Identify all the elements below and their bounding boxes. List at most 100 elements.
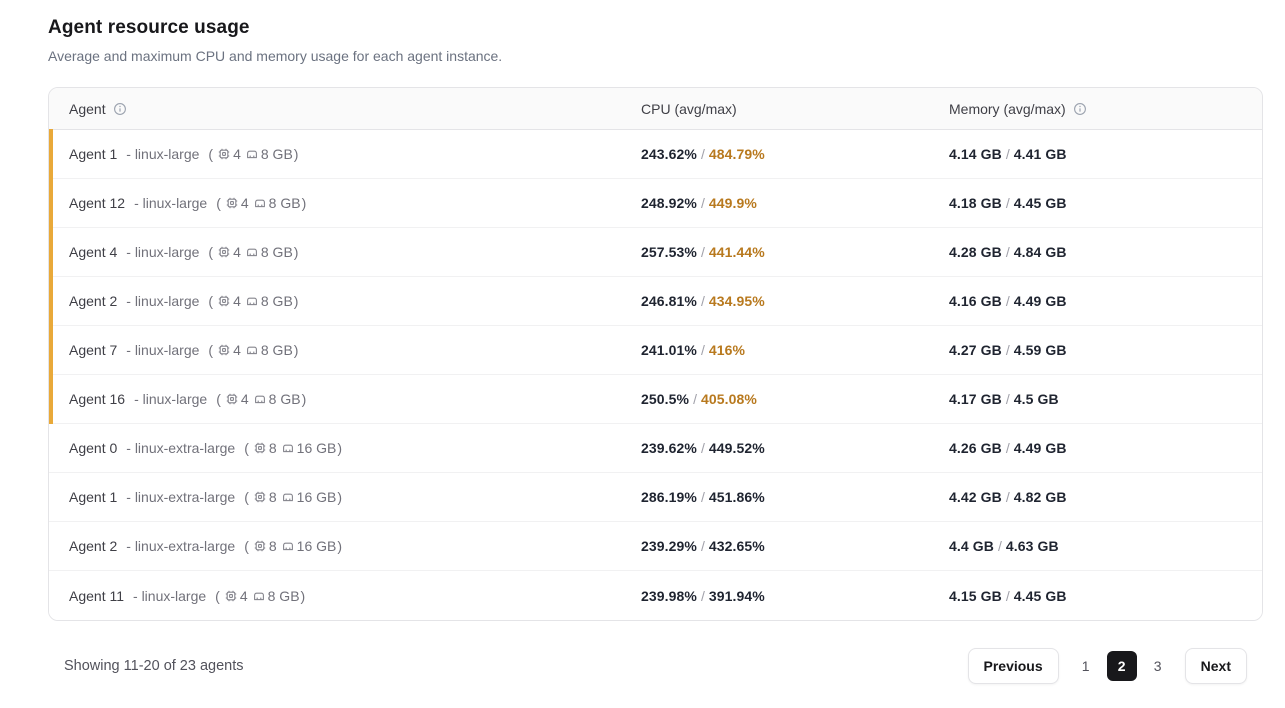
ram-size: 8 GB	[268, 391, 301, 407]
agent-size: - linux-large	[126, 244, 200, 260]
memory-stick-icon	[242, 147, 260, 161]
agent-name: Agent 4	[69, 244, 118, 260]
cpu-chip-icon	[221, 589, 239, 603]
agent-size: - linux-large	[126, 342, 200, 358]
agent-name: Agent 2	[69, 293, 118, 309]
cpu-usage-cell: 239.62% / 449.52%	[641, 440, 765, 456]
cpu-avg-value: 239.98%	[641, 587, 697, 604]
cpu-max-value: 432.65%	[708, 538, 765, 554]
memory-stick-icon	[278, 539, 296, 553]
agent-cell: Agent 1 - linux-extra-large ( 8	[49, 489, 641, 505]
agent-name: Agent 1	[69, 146, 118, 162]
page-button-1[interactable]: 1	[1071, 651, 1101, 681]
memory-stick-icon	[250, 196, 268, 210]
table-body: Agent 1 - linux-large ( 4	[49, 129, 1262, 620]
cpu-chip-icon	[222, 392, 240, 406]
info-icon[interactable]	[113, 102, 127, 116]
cpu-usage-cell: 250.5% / 405.08%	[641, 391, 757, 407]
memory-avg-value: 4.27 GB	[949, 342, 1002, 358]
memory-stick-icon	[250, 392, 268, 406]
memory-max-value: 4.59 GB	[1013, 342, 1067, 358]
cpu-count: 4	[233, 293, 241, 309]
cpu-max-value: 441.44%	[708, 244, 765, 260]
cpu-max-value: 391.94%	[708, 587, 765, 604]
agent-name: Agent 2	[69, 538, 118, 554]
cpu-usage-cell: 246.81% / 434.95%	[641, 293, 765, 309]
memory-avg-value: 4.16 GB	[949, 293, 1002, 309]
memory-stick-icon	[278, 441, 296, 455]
page-subtitle: Average and maximum CPU and memory usage…	[48, 48, 503, 64]
agent-specs: ( 4	[216, 195, 307, 211]
info-icon[interactable]	[1073, 102, 1087, 116]
next-page-button[interactable]: Next	[1184, 648, 1247, 684]
memory-avg-value: 4.42 GB	[949, 489, 1002, 505]
memory-avg-value: 4.26 GB	[949, 440, 1002, 456]
cpu-count: 4	[239, 587, 248, 604]
cpu-count: 4	[233, 146, 241, 162]
cpu-avg-value: 239.29%	[641, 538, 697, 554]
agent-specs: ( 4	[216, 391, 307, 407]
page-button-3[interactable]: 3	[1143, 651, 1173, 681]
cpu-max-value: 434.95%	[708, 293, 765, 309]
cpu-avg-value: 239.62%	[641, 440, 697, 456]
memory-stick-icon	[249, 589, 267, 603]
cpu-avg-value: 250.5%	[641, 391, 690, 407]
cpu-max-value: 484.79%	[708, 146, 765, 162]
cpu-max-value: 451.86%	[708, 489, 765, 505]
table-row: Agent 1 - linux-large ( 4	[49, 129, 1262, 179]
agent-size: - linux-large	[126, 293, 200, 309]
memory-max-value: 4.49 GB	[1013, 293, 1067, 309]
agent-specs: ( 8	[244, 489, 343, 505]
cpu-avg-value: 241.01%	[641, 342, 697, 358]
memory-avg-value: 4.4 GB	[949, 538, 994, 554]
memory-usage-cell: 4.27 GB / 4.59 GB	[949, 342, 1067, 358]
ram-size: 8 GB	[260, 244, 293, 260]
agent-size: - linux-large	[126, 146, 200, 162]
agent-cell: Agent 16 - linux-large ( 4	[49, 391, 641, 407]
ram-size: 8 GB	[260, 293, 293, 309]
cpu-usage-cell: 286.19% / 451.86%	[641, 489, 765, 505]
ram-size: 8 GB	[260, 342, 293, 358]
memory-max-value: 4.63 GB	[1005, 538, 1059, 554]
cpu-avg-value: 248.92%	[641, 195, 697, 211]
page-button-2[interactable]: 2	[1106, 651, 1137, 681]
memory-stick-icon	[278, 490, 296, 504]
agent-name: Agent 12	[69, 195, 126, 211]
memory-stick-icon	[242, 245, 260, 259]
cpu-usage-cell: 239.29% / 432.65%	[641, 538, 765, 554]
memory-usage-cell: 4.28 GB / 4.84 GB	[949, 244, 1067, 260]
cpu-count: 4	[233, 244, 241, 260]
memory-avg-value: 4.14 GB	[949, 146, 1002, 162]
agent-specs: ( 8	[244, 538, 343, 554]
agent-cell: Agent 2 - linux-large ( 4	[49, 293, 641, 309]
agent-size: - linux-extra-large	[126, 440, 236, 456]
previous-page-button[interactable]: Previous	[967, 648, 1059, 684]
agent-name: Agent 7	[69, 342, 118, 358]
memory-avg-value: 4.28 GB	[949, 244, 1002, 260]
page-title: Agent resource usage	[48, 17, 250, 38]
agent-name: Agent 1	[69, 489, 118, 505]
memory-stick-icon	[242, 343, 260, 357]
cpu-usage-cell: 248.92% / 449.9%	[641, 195, 757, 211]
memory-usage-cell: 4.18 GB / 4.45 GB	[949, 195, 1067, 211]
memory-max-value: 4.45 GB	[1013, 587, 1067, 604]
column-header-cpu-label: CPU (avg/max)	[641, 100, 737, 117]
agent-specs: ( 4	[215, 587, 306, 604]
agent-cell: Agent 0 - linux-extra-large ( 8	[49, 440, 641, 456]
column-header-agent-label: Agent	[69, 100, 106, 117]
cpu-count: 8	[268, 440, 277, 456]
memory-stick-icon	[242, 294, 260, 308]
cpu-max-value: 449.9%	[708, 195, 757, 211]
memory-usage-cell: 4.15 GB / 4.45 GB	[949, 587, 1067, 604]
cpu-usage-cell: 243.62% / 484.79%	[641, 146, 765, 162]
table-row: Agent 7 - linux-large ( 4	[49, 325, 1262, 375]
memory-max-value: 4.41 GB	[1013, 146, 1067, 162]
memory-usage-cell: 4.42 GB / 4.82 GB	[949, 489, 1067, 505]
cpu-avg-value: 243.62%	[641, 146, 697, 162]
cpu-usage-cell: 239.98% / 391.94%	[641, 587, 765, 604]
results-count-text: Showing 11-20 of 23 agents	[64, 658, 244, 674]
agent-name: Agent 0	[69, 440, 118, 456]
agent-specs: ( 4	[208, 342, 299, 358]
